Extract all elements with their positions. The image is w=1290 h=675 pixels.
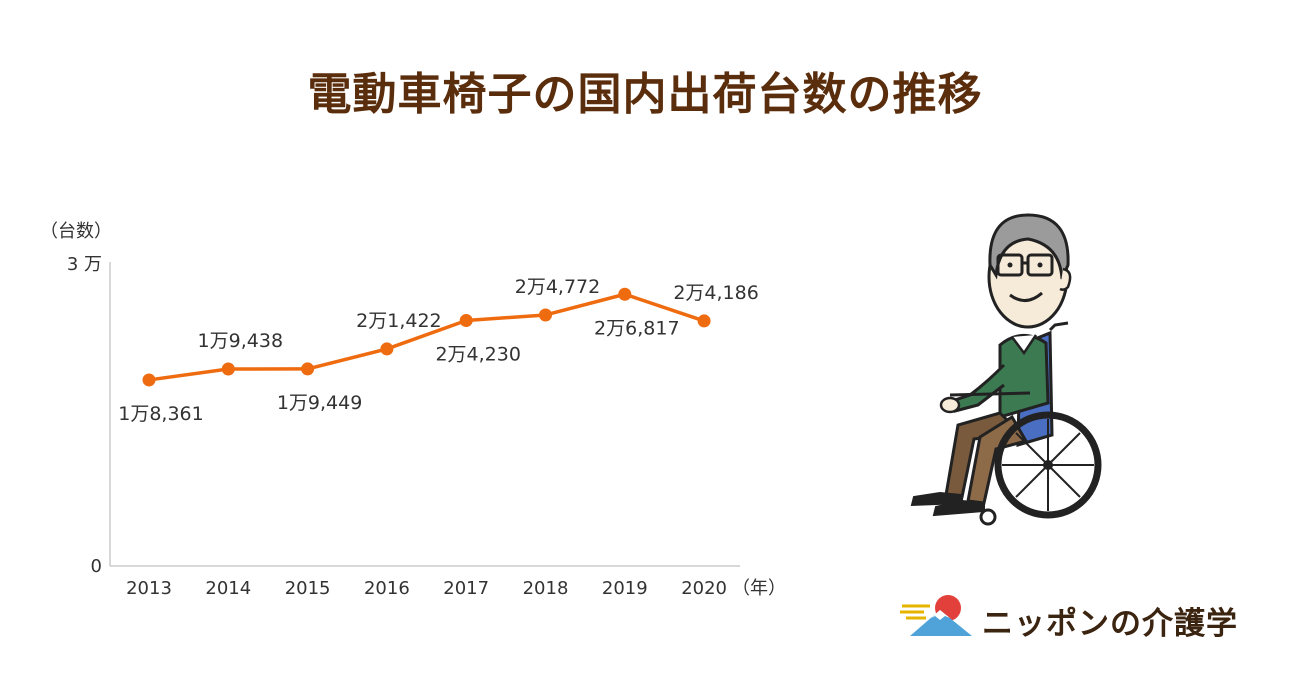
mount-fuji-icon <box>900 595 972 636</box>
data-point <box>697 314 711 328</box>
data-point <box>618 287 632 301</box>
data-label: 1万8,361 <box>118 403 203 425</box>
x-tick-label: 2013 <box>126 578 172 599</box>
series-line <box>148 292 705 382</box>
data-label: 2万4,772 <box>515 276 600 298</box>
wheelchair-user-illustration <box>910 213 1102 526</box>
data-label: 2万4,230 <box>435 343 520 365</box>
data-point <box>221 362 235 376</box>
x-tick-label: 2020 <box>681 578 727 599</box>
data-point <box>380 342 394 356</box>
data-point <box>539 308 552 322</box>
y-axis-title: （台数） <box>40 221 112 242</box>
brand-name: ニッポンの介護学 <box>982 606 1238 642</box>
data-point <box>301 362 315 376</box>
y-tick-label: 0 <box>91 556 102 577</box>
data-label: 2万4,186 <box>673 282 758 304</box>
x-tick-label: 2014 <box>205 578 251 599</box>
x-tick-label: 2016 <box>364 578 410 599</box>
x-axis-unit: （年） <box>732 578 786 599</box>
data-label: 1万9,449 <box>277 392 362 414</box>
data-label: 2万1,422 <box>356 310 441 332</box>
x-tick-label: 2015 <box>285 578 331 599</box>
data-point <box>459 313 473 327</box>
x-tick-label: 2017 <box>443 578 489 599</box>
data-label: 1万9,438 <box>198 330 283 352</box>
page-title: 電動車椅子の国内出荷台数の推移 <box>307 69 983 120</box>
data-label: 2万6,817 <box>594 317 679 339</box>
data-point <box>142 373 156 387</box>
x-tick-label: 2018 <box>523 578 569 599</box>
brand-logo: ニッポンの介護学 <box>900 592 1260 642</box>
x-tick-label: 2019 <box>602 578 648 599</box>
y-tick-label: 3 万 <box>67 254 102 275</box>
